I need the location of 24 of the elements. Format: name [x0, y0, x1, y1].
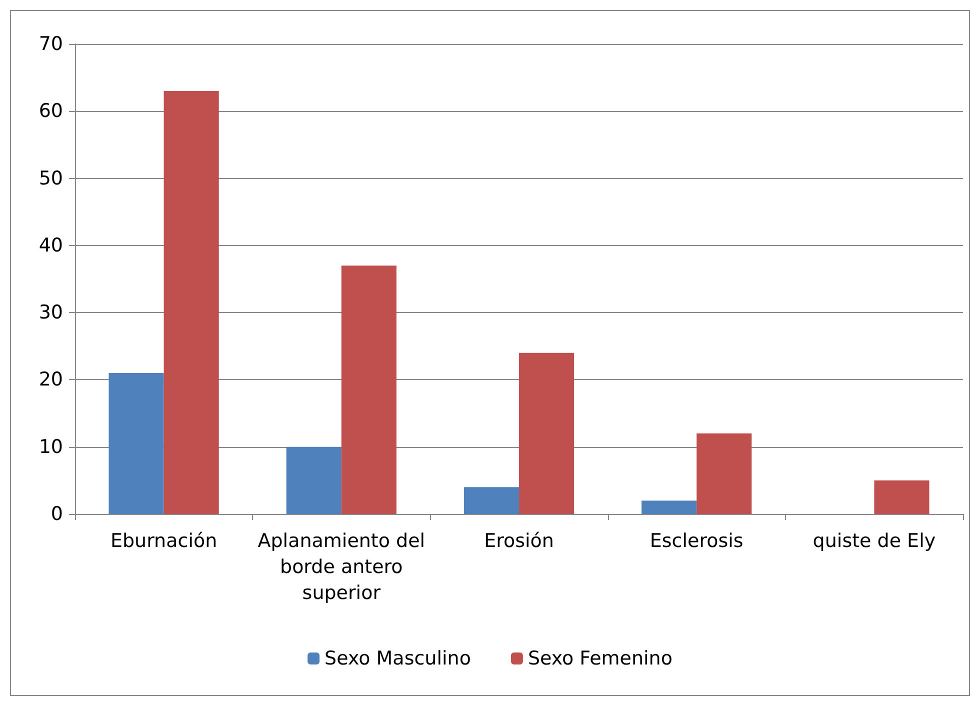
y-tick-label: 40: [38, 234, 63, 256]
bar: [874, 480, 930, 514]
bar: [286, 446, 342, 514]
x-tick-label: Esclerosis: [650, 530, 744, 552]
bar: [642, 500, 697, 514]
bar: [108, 373, 164, 514]
y-tick-label: 10: [38, 436, 63, 458]
bar: [696, 433, 752, 514]
y-tick-label: 30: [38, 302, 63, 324]
bar: [341, 266, 396, 514]
legend-label: Sexo Femenino: [528, 648, 672, 670]
legend-label: Sexo Masculino: [324, 648, 471, 670]
x-tick-label: Aplanamiento del borde antero superior: [258, 530, 426, 604]
y-tick-label: 50: [38, 167, 63, 190]
y-tick-label: 60: [38, 100, 63, 122]
x-tick-label: Eburnación: [110, 530, 218, 552]
bar: [164, 91, 219, 514]
x-tick-label: Erosión: [484, 530, 554, 552]
y-tick-label: 70: [38, 33, 63, 55]
y-tick-label: 0: [50, 503, 63, 525]
x-tick-label: quiste de Ely: [812, 530, 936, 552]
bar: [464, 487, 519, 514]
y-tick-label: 20: [38, 368, 63, 391]
bar: [519, 352, 574, 514]
